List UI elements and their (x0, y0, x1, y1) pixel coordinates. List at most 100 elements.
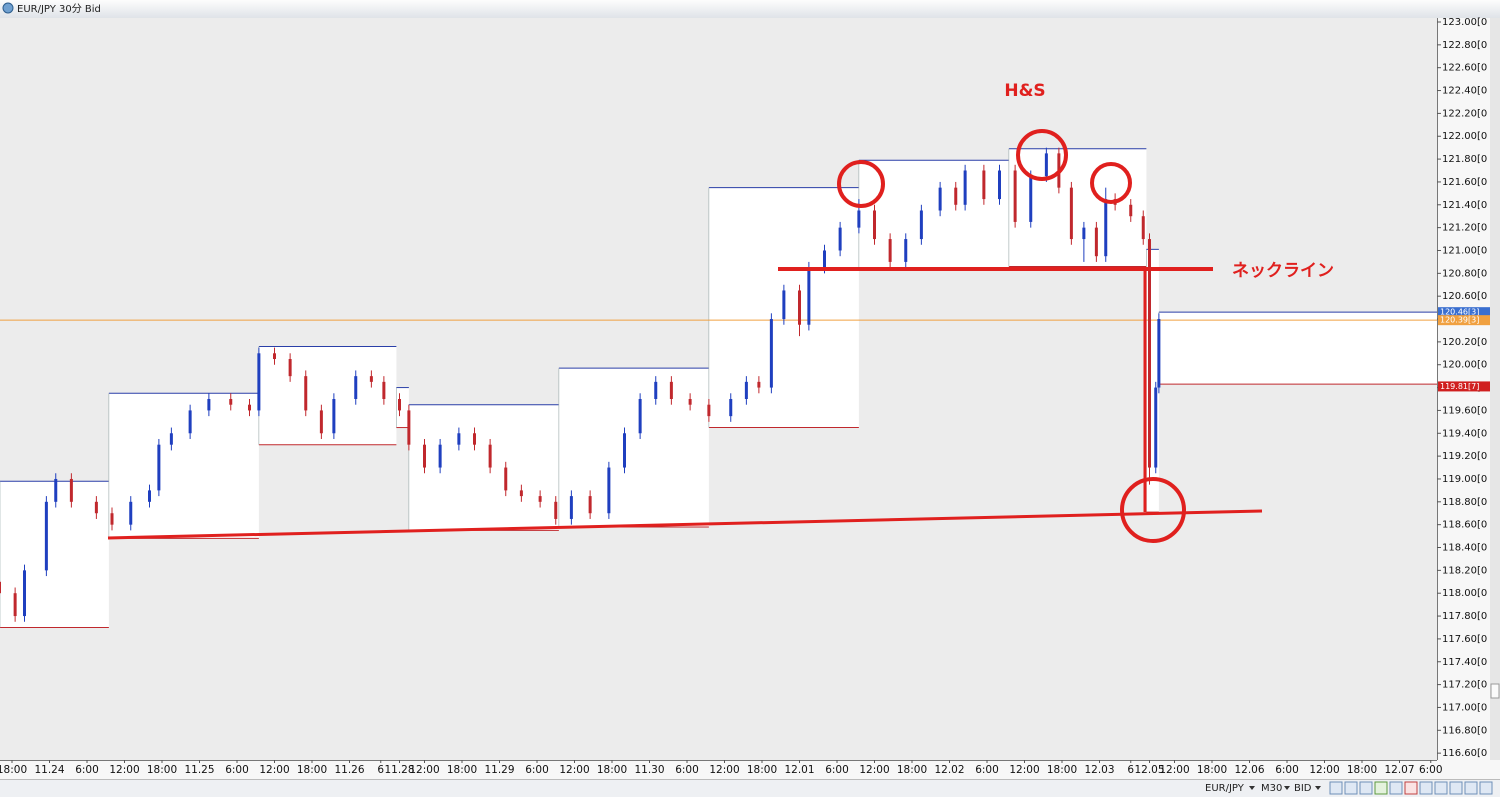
price-badge-label: 120.46[3] (1440, 308, 1479, 317)
candle-body (654, 381, 658, 399)
tool-button[interactable] (1344, 781, 1358, 795)
x-tick-label: 12.02 (934, 764, 964, 776)
candle-body (354, 376, 358, 399)
y-tick-label: 121.80[0 (1442, 154, 1487, 165)
tool-button[interactable] (1374, 781, 1388, 795)
dropdown-arrow[interactable] (1249, 786, 1255, 790)
tool-button[interactable] (1359, 781, 1373, 795)
tool-button[interactable] (1389, 781, 1403, 795)
candle-body (769, 319, 773, 388)
price-badge (1438, 315, 1490, 326)
candle-body (982, 170, 986, 200)
day-range (558, 368, 709, 527)
y-tick-label: 117.80[0 (1442, 611, 1487, 622)
tool-button[interactable] (1464, 781, 1478, 795)
candle-body (504, 467, 508, 491)
candle-body (1013, 170, 1017, 222)
y-tick-label: 118.80[0 (1442, 497, 1487, 508)
y-tick-label: 117.40[0 (1442, 657, 1487, 668)
candle-body (398, 398, 401, 411)
y-tick-label: 123.00[0 (1442, 17, 1487, 28)
window-title: EUR/JPY 30分 Bid (17, 3, 101, 15)
candle-body (129, 501, 133, 525)
x-tick-label: 18:00 (597, 764, 627, 776)
candle-body (207, 398, 211, 411)
scrollbar[interactable] (1490, 18, 1500, 760)
price-badge (1438, 307, 1490, 318)
tool-button[interactable] (1434, 781, 1448, 795)
title-bar (0, 0, 1500, 18)
candle-body (382, 381, 386, 399)
x-tick-label: 12:00 (1309, 764, 1339, 776)
target-circle (1120, 477, 1186, 543)
pattern-label: H&S (1004, 81, 1045, 101)
symbol-select[interactable]: EUR/JPY (1205, 783, 1245, 794)
x-tick-label: 11.26 (334, 764, 364, 776)
candle-body (707, 404, 711, 417)
x-tick-label: 12:00 (409, 764, 439, 776)
candle-body (744, 381, 748, 399)
candle-body (44, 501, 48, 571)
x-tick-label: 12.03 (1084, 764, 1114, 776)
candle-body (904, 239, 908, 262)
candle-body (188, 410, 192, 434)
candle-body (688, 398, 692, 405)
candle-body (1148, 239, 1151, 468)
x-tick-label: 11.24 (34, 764, 64, 776)
candle-body (1069, 187, 1073, 240)
y-tick-label: 117.00[0 (1442, 702, 1487, 713)
x-tick-label: 12:00 (859, 764, 889, 776)
x-tick-label: 12:00 (1009, 764, 1039, 776)
candle-body (669, 381, 673, 399)
tool-button[interactable] (1449, 781, 1463, 795)
y-tick-label: 121.20[0 (1442, 223, 1487, 234)
dropdown-arrow[interactable] (1284, 786, 1290, 790)
tool-button[interactable] (1419, 781, 1433, 795)
neckline-label: ネックライン (1232, 261, 1334, 281)
tool-button[interactable] (1329, 781, 1343, 795)
y-tick-label: 122.20[0 (1442, 108, 1487, 119)
x-tick-label: 12.07 (1384, 764, 1414, 776)
day-range (258, 346, 397, 445)
x-tick-label: 12:00 (259, 764, 289, 776)
candle-body (273, 353, 276, 360)
candle-body (607, 467, 611, 514)
side-select[interactable]: BID (1294, 783, 1312, 794)
price-badge (1438, 381, 1490, 392)
y-tick-label: 118.60[0 (1442, 520, 1487, 531)
y-tick-label: 122.40[0 (1442, 86, 1487, 97)
y-tick-label: 117.20[0 (1442, 680, 1487, 691)
x-tick-label: 12.06 (1234, 764, 1264, 776)
x-tick-label: 18:00 (1197, 764, 1227, 776)
scroll-thumb[interactable] (1490, 683, 1500, 699)
candle-body (457, 433, 461, 445)
y-tick-label: 120.20[0 (1442, 337, 1487, 348)
left-shoulder-circle (837, 160, 885, 208)
x-tick-label: 18:00 (747, 764, 777, 776)
candle-body (1104, 199, 1108, 257)
candle-body (407, 410, 411, 445)
candle-body (873, 210, 876, 240)
y-tick-label: 122.00[0 (1442, 131, 1487, 142)
price-badge-label: 119.81[7] (1440, 382, 1479, 391)
dropdown-arrow[interactable] (1315, 786, 1321, 790)
tool-button[interactable] (1479, 781, 1493, 795)
y-tick-label: 119.00[0 (1442, 474, 1487, 485)
day-range (0, 481, 109, 628)
annotations: H&S ネックライン (107, 81, 1334, 543)
tool-button[interactable] (1404, 781, 1418, 795)
candle-body (1082, 227, 1086, 240)
candle-body (257, 353, 261, 411)
candle-body (588, 496, 592, 514)
timeframe-select[interactable]: M30 (1261, 783, 1282, 794)
x-tick-label: 11.28 (384, 764, 414, 776)
candle-body (332, 398, 336, 434)
candle-body (638, 398, 642, 434)
y-tick-label: 122.80[0 (1442, 40, 1487, 51)
x-tick-label: 18:00 (0, 764, 27, 776)
candle-body (488, 444, 492, 468)
y-tick-label: 119.20[0 (1442, 451, 1487, 462)
x-tick-label: 6:00 (525, 764, 549, 776)
x-tick-label: 11.25 (184, 764, 214, 776)
app-icon (2, 2, 14, 14)
